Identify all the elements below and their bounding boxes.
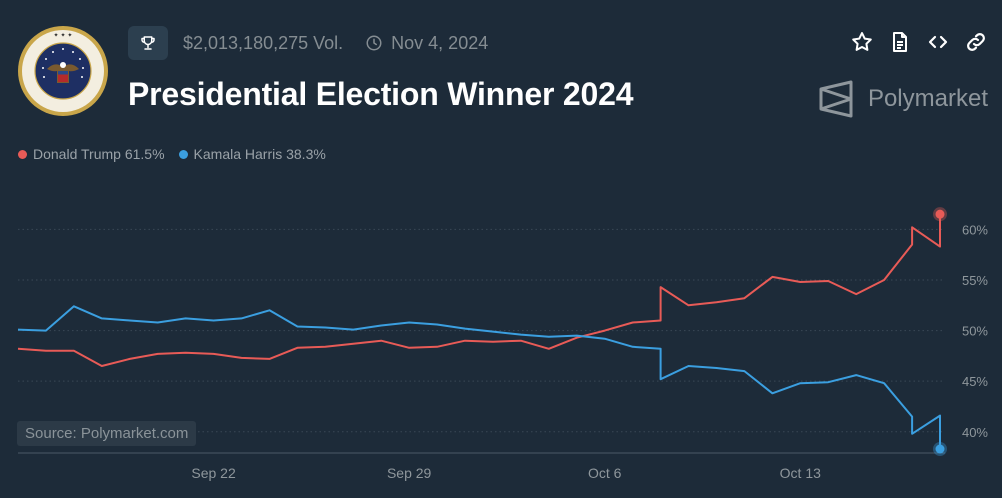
clock-icon <box>366 35 382 51</box>
link-icon[interactable] <box>964 30 988 54</box>
trophy-icon <box>128 26 168 60</box>
market-meta: $2,013,180,275 Vol. Nov 4, 2024 <box>128 26 488 60</box>
svg-text:✦ ✦ ✦: ✦ ✦ ✦ <box>54 32 73 39</box>
x-tick-label: Oct 6 <box>588 465 622 481</box>
y-tick-label: 45% <box>962 374 988 389</box>
end-marker-donald-trump <box>935 209 945 219</box>
end-marker-kamala-harris <box>935 444 945 454</box>
y-tick-label: 55% <box>962 273 988 288</box>
code-icon[interactable] <box>926 30 950 54</box>
legend-label-trump: Donald Trump 61.5% <box>33 146 165 162</box>
volume-text: $2,013,180,275 Vol. <box>183 32 344 53</box>
chart-legend: Donald Trump 61.5% Kamala Harris 38.3% <box>18 146 326 162</box>
end-date: Nov 4, 2024 <box>365 33 488 54</box>
y-tick-label: 40% <box>962 425 988 440</box>
polymarket-logo-icon <box>819 80 853 118</box>
brand-name: Polymarket <box>867 85 988 112</box>
legend-label-harris: Kamala Harris 38.3% <box>193 146 326 162</box>
polymarket-brand: Polymarket <box>818 80 988 118</box>
action-bar <box>850 30 988 54</box>
legend-item-trump[interactable]: Donald Trump 61.5% <box>18 146 165 162</box>
legend-dot-harris <box>178 149 188 159</box>
x-tick-label: Sep 29 <box>387 465 432 481</box>
presidential-seal-logo: ✦ ✦ ✦ <box>18 26 108 116</box>
x-tick-label: Oct 13 <box>780 465 821 481</box>
series-line-donald-trump <box>17 214 941 367</box>
legend-item-harris[interactable]: Kamala Harris 38.3% <box>178 146 326 162</box>
y-tick-label: 50% <box>962 324 988 339</box>
document-icon[interactable] <box>888 30 912 54</box>
x-tick-label: Sep 22 <box>191 465 236 481</box>
legend-dot-trump <box>18 149 27 159</box>
series-line-kamala-harris <box>17 305 941 449</box>
market-title: Presidential Election Winner 2024 <box>128 76 634 112</box>
star-icon[interactable] <box>850 30 874 54</box>
date-text: Nov 4, 2024 <box>391 32 489 53</box>
source-label: Source: Polymarket.com <box>17 421 197 446</box>
y-tick-label: 60% <box>962 222 988 237</box>
